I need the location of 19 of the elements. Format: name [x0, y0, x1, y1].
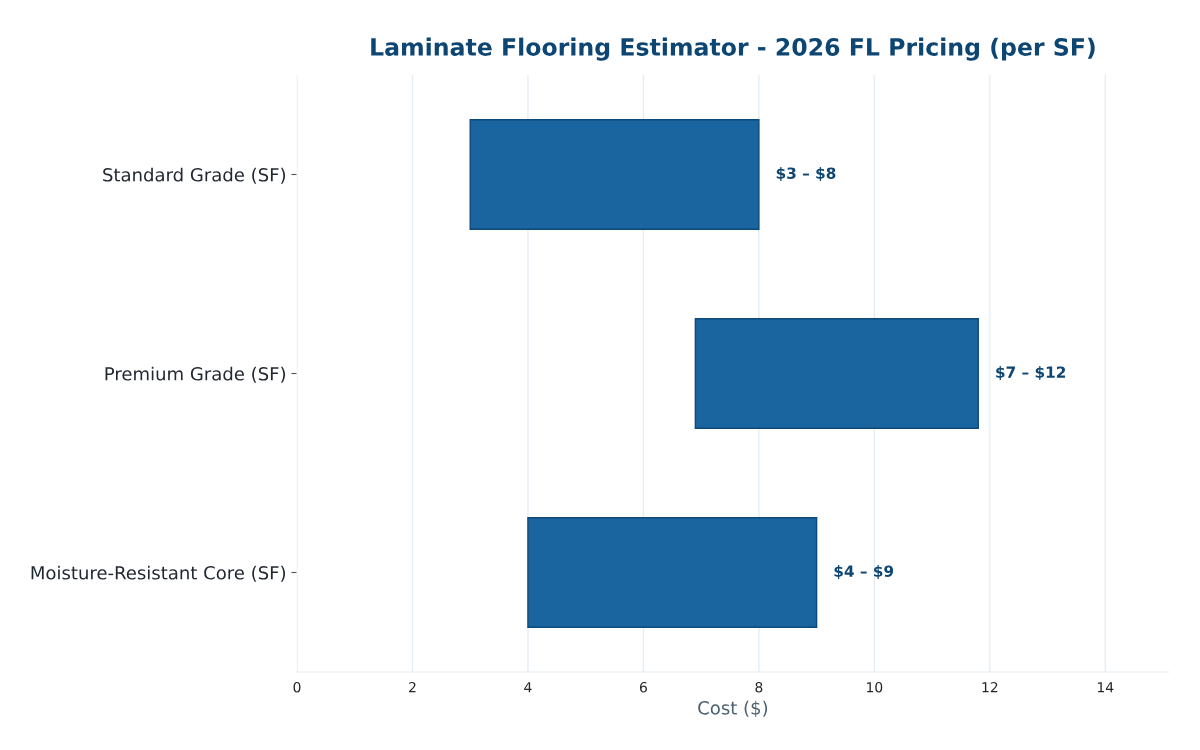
- x-tick-label: 6: [639, 681, 647, 693]
- x-tick-label: 14: [1097, 682, 1114, 693]
- chart-title: Laminate Flooring Estimator - 2026 FL Pricing (per SF): [371, 37, 1095, 61]
- y-tick-label: Standard Grade (SF): [103, 167, 286, 184]
- annotation: $7 – $12: [996, 366, 1066, 380]
- x-tick-label: 12: [982, 681, 998, 693]
- y-tick-label: Moisture-Resistant Core (SF): [31, 565, 286, 582]
- annotation: $4 – $9: [834, 565, 894, 579]
- y-tick-label: Premium Grade (SF): [105, 366, 286, 383]
- bar: [469, 119, 760, 230]
- x-tick-label: 8: [755, 681, 763, 693]
- x-tick-label: 0: [293, 681, 301, 693]
- x-tick-label: 4: [524, 682, 532, 693]
- bar: [527, 517, 818, 628]
- annotation: $3 – $8: [776, 167, 836, 181]
- x-tick-label: 2: [409, 681, 416, 693]
- x-axis-title: Cost ($): [698, 700, 768, 718]
- x-tick-label: 10: [867, 681, 883, 693]
- bar: [694, 318, 979, 429]
